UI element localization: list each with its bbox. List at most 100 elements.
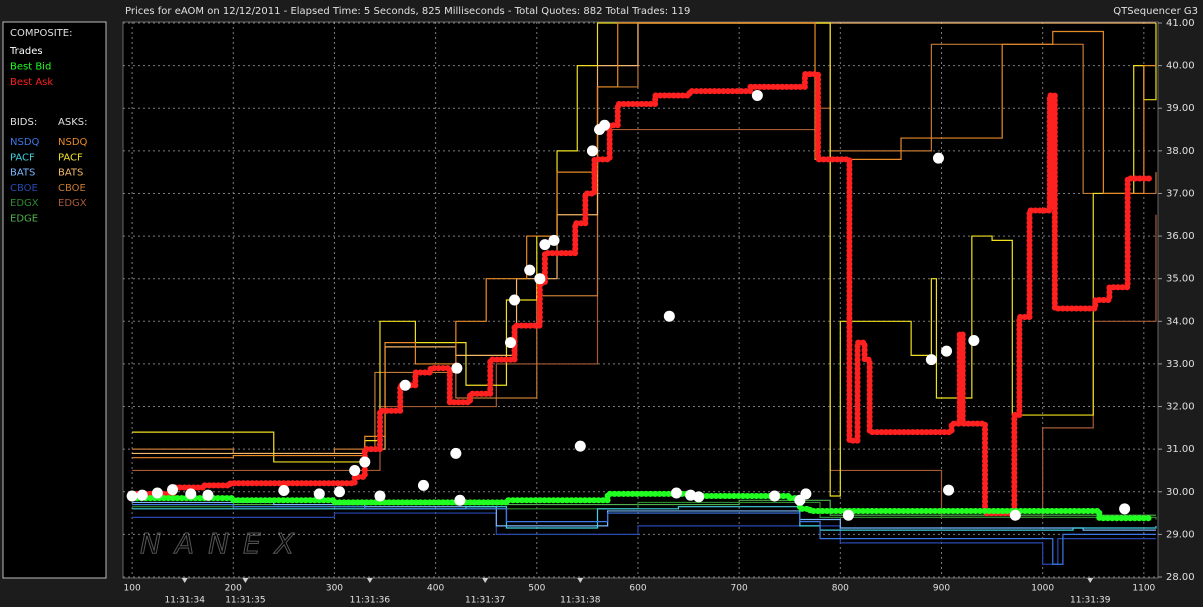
legend-heading: COMPOSITE: [10,28,72,39]
trade-dot [136,489,148,501]
time-tick [482,578,489,583]
trade-dot [842,509,854,521]
legend-entry: BATS [58,168,83,179]
legend-entry: Best Ask [10,77,53,88]
trade-dot [534,273,546,285]
trade-dot [693,491,705,503]
y-tick-label: 38.00 [1166,146,1195,157]
watermark: NANEX [140,527,308,560]
trade-dot [504,337,516,349]
legend-entry: PACF [58,152,83,163]
y-tick-label: 40.00 [1166,61,1195,72]
legend-entry: CBOE [58,183,86,194]
trade-dot [349,464,361,476]
legend-entry: EDGX [58,198,87,209]
time-tick-label: 11:31:34 [165,596,206,606]
chart-title: Prices for eAOM on 12/12/2011 - Elapsed … [125,6,690,17]
x-tick-label: 500 [528,584,545,594]
y-tick-label: 34.00 [1166,316,1195,327]
y-tick-label: 39.00 [1166,103,1195,114]
y-tick-label: 32.00 [1166,402,1195,413]
trade-dot [202,489,214,501]
trade-dot [586,145,598,157]
time-tick [577,578,584,583]
legend-entry: Best Bid [10,62,51,73]
trade-dot [399,379,411,391]
legend-panel [2,21,107,579]
y-tick-label: 37.00 [1166,188,1195,199]
x-tick-label: 600 [629,584,646,594]
trade-dot [417,479,429,491]
trade-dot [451,362,463,374]
time-tick-label: 11:31:35 [225,596,265,606]
trade-dot [1009,509,1021,521]
trade-dot [151,487,163,499]
trade-dot [334,486,346,498]
trade-dot [509,294,521,306]
trade-dot [941,345,953,357]
trade-dot [925,354,937,366]
y-tick-label: 41.00 [1166,18,1195,29]
trade-dot [524,264,536,276]
axes: 28.00 29.00 30.00 31.00 32.00 33.00 34.00 35.00… [124,18,1195,606]
x-tick-label: 700 [731,584,748,594]
x-tick-label: 900 [933,584,950,594]
legend-entry: EDGX [10,198,39,209]
trade-dot [167,484,179,496]
legend-entry: CBOE [10,183,38,194]
trade-dot [968,334,980,346]
y-tick-label: 29.00 [1166,529,1195,540]
time-tick [366,578,373,583]
trade-dot [751,89,763,101]
legend-entry: EDGE [10,214,38,225]
x-tick-label: 300 [326,584,343,594]
trade-dot [126,490,138,502]
chart-title-right: QTSequencer G3 [1113,6,1198,17]
trade-dot [943,484,955,496]
quote-line [132,22,1157,497]
trade-dot [548,234,560,246]
trade-dot [278,484,290,496]
trade-dot [663,310,675,322]
trade-dot [454,494,466,506]
time-tick [242,578,249,583]
x-tick-label: 400 [427,584,444,594]
trade-dot [450,447,462,459]
y-tick-label: 35.00 [1166,274,1195,285]
y-tick-label: 33.00 [1166,359,1195,370]
trade-dot [769,490,781,502]
time-tick-label: 11:31:39 [1070,596,1111,606]
y-tick-label: 28.00 [1166,572,1195,583]
legend-heading: ASKS: [58,117,87,128]
series-layer [126,22,1157,565]
legend-heading: BIDS: [10,117,37,128]
time-tick-label: 11:31:36 [350,596,391,606]
x-tick-label: 200 [225,584,242,594]
trade-dot [599,119,611,131]
trade-dot [932,152,944,164]
x-tick-label: 100 [124,584,141,594]
legend: COMPOSITE: Trades Best Bid Best Ask BIDS: NSD… [9,28,88,225]
trade-dot [670,487,682,499]
y-tick-label: 31.00 [1166,444,1195,455]
trade-dot [374,490,386,502]
y-tick-label: 30.00 [1166,487,1195,498]
time-tick [181,578,188,583]
legend-entry: PACF [10,152,35,163]
time-tick-label: 11:31:38 [560,596,601,606]
legend-entry: NSDQ [10,137,40,148]
x-tick-label: 1100 [1132,584,1155,594]
trade-dot [185,488,197,500]
time-tick [1087,578,1094,583]
x-tick-label: 1000 [1031,584,1054,594]
trade-dot [800,488,812,500]
trade-dot [539,239,551,251]
legend-entry: NSDQ [58,137,88,148]
y-tick-label: 36.00 [1166,231,1195,242]
quote-line [132,506,1157,531]
trade-dot [1119,503,1131,515]
trade-dot [313,488,325,500]
legend-entry: Trades [9,46,43,57]
trade-dot [359,456,371,468]
